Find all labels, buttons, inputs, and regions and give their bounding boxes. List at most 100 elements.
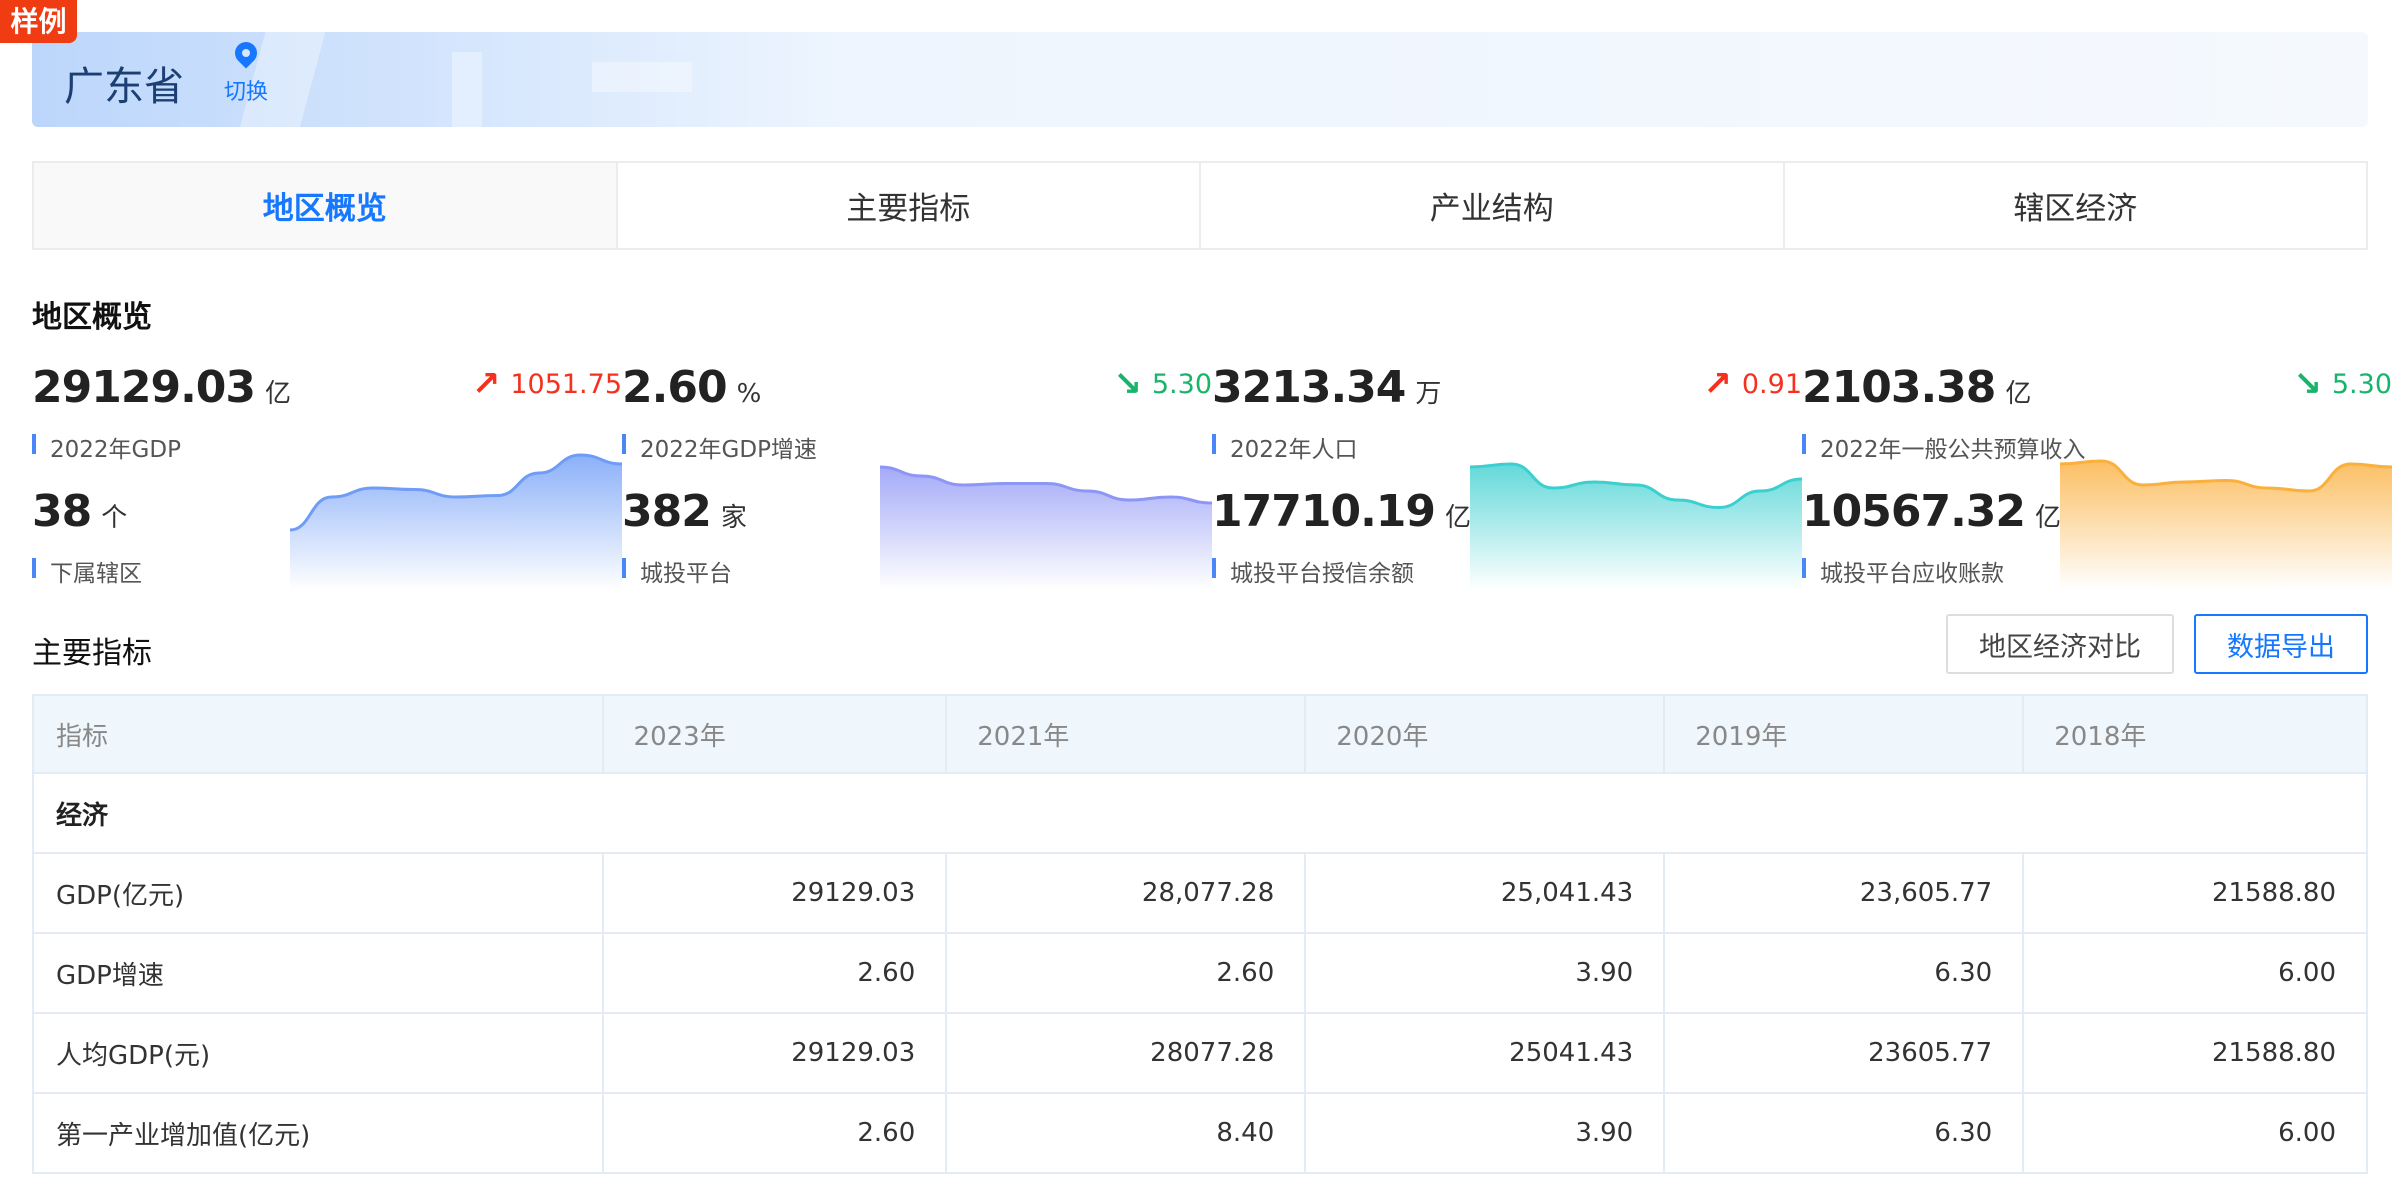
- metric-label: 2022年人口: [1212, 430, 1358, 464]
- tab-industry-structure[interactable]: 产业结构: [1199, 163, 1783, 248]
- metric-value-number: 38: [32, 486, 92, 537]
- indicator-name: GDP增速: [32, 932, 604, 1014]
- metric-value: 3213.34 万: [1212, 362, 1441, 413]
- sample-badge: 样例: [0, 0, 77, 43]
- metric-unit: 亿: [2005, 379, 2031, 409]
- tab-bar: 地区概览 主要指标 产业结构 辖区经济: [32, 161, 2368, 250]
- indicator-name: 人均GDP(元): [32, 1012, 604, 1094]
- metric-card: 2.60% ↘ 5.30 2022年GDP增速 382 家 城投平台: [622, 350, 1212, 590]
- metric-unit: 万: [1415, 379, 1441, 409]
- indicator-value: 29129.03: [601, 1012, 948, 1094]
- metric-value-number: 29129.03: [32, 362, 256, 413]
- metric-label: 2022年GDP: [32, 430, 181, 464]
- column-header: 2023年: [601, 694, 948, 774]
- region-compare-button[interactable]: 地区经济对比: [1946, 614, 2174, 674]
- export-data-button[interactable]: 数据导出: [2194, 614, 2368, 674]
- switch-region-button[interactable]: 切换: [216, 37, 276, 106]
- table-row: 第一产业增加值(亿元) 2.60 8.40 3.90 6.30 6.00: [32, 1092, 2368, 1174]
- metric-value-number: 2.60: [622, 362, 728, 413]
- indicator-value: 21588.80: [2022, 1012, 2368, 1094]
- metric-value-number: 17710.19: [1212, 486, 1436, 537]
- column-header: 2020年: [1304, 694, 1666, 774]
- metric-unit: 亿: [265, 379, 291, 409]
- column-header: 2019年: [1663, 694, 2025, 774]
- group-label: 经济: [32, 772, 2368, 854]
- metric-value: 2.60%: [622, 362, 762, 413]
- indicator-value: 6.00: [2022, 932, 2368, 1014]
- indicator-value: 2.60: [945, 932, 1307, 1014]
- indicator-value: 21588.80: [2022, 852, 2368, 934]
- column-header: 2021年: [945, 694, 1307, 774]
- sparkline-line: [880, 465, 1212, 505]
- tab-overview[interactable]: 地区概览: [34, 163, 616, 248]
- trend-sparkline: [880, 465, 1212, 590]
- region-banner: 广东省 切换: [32, 32, 2368, 127]
- sparkline-line: [1470, 462, 1802, 510]
- metric-value-secondary: 38 个: [32, 486, 127, 537]
- indicator-value: 28077.28: [945, 1012, 1307, 1094]
- arrow-down-icon: ↘: [1113, 364, 1142, 404]
- metric-unit: %: [736, 379, 762, 409]
- indicator-value: 6.30: [1663, 932, 2025, 1014]
- indicator-value: 29129.03: [601, 852, 948, 934]
- metric-change: ↘ 5.30: [2293, 364, 2392, 404]
- indicator-value: 2.60: [601, 932, 948, 1014]
- metric-card: 29129.03 亿 ↗ 1051.75 2022年GDP 38 个 下属辖区: [32, 350, 622, 590]
- indicator-value: 28,077.28: [945, 852, 1307, 934]
- indicator-value: 23605.77: [1663, 1012, 2025, 1094]
- sparkline-area: [2060, 461, 2392, 590]
- indicator-name: GDP(亿元): [32, 852, 604, 934]
- overview-title: 地区概览: [32, 300, 152, 335]
- indicators-table: 指标 2023年 2021年 2020年 2019年 2018年 经济 GDP(…: [32, 694, 2368, 1174]
- metric-unit: 个: [101, 503, 127, 533]
- table-header-row: 指标 2023年 2021年 2020年 2019年 2018年: [32, 694, 2368, 774]
- metric-label-secondary: 城投平台应收账款: [1802, 554, 2004, 588]
- switch-label: 切换: [223, 80, 268, 105]
- metric-unit: 家: [720, 503, 747, 533]
- metric-card: 3213.34 万 ↗ 0.91 2022年人口 17710.19 亿 城投平台授信余…: [1212, 350, 1802, 590]
- metric-change-value: 5.30: [1151, 368, 1212, 400]
- metric-unit: 亿: [2035, 503, 2061, 533]
- metric-value-number: 382: [622, 486, 712, 537]
- indicator-value: 3.90: [1304, 1092, 1666, 1174]
- indicator-value: 6.00: [2022, 1092, 2368, 1174]
- metric-value: 29129.03 亿: [32, 362, 291, 413]
- trend-sparkline: [1470, 462, 1802, 590]
- metric-label: 2022年一般公共预算收入: [1802, 430, 2086, 464]
- metric-label-secondary: 城投平台: [622, 554, 732, 588]
- trend-sparkline: [290, 453, 622, 590]
- metric-value-secondary: 382 家: [622, 486, 747, 537]
- metric-label-secondary: 下属辖区: [32, 554, 142, 588]
- arrow-up-icon: ↗: [471, 364, 501, 404]
- sparkline-line: [2060, 459, 2392, 493]
- group-row: 经济: [32, 772, 2368, 854]
- arrow-down-icon: ↘: [2293, 364, 2322, 404]
- metric-change: ↘ 5.30: [1113, 364, 1212, 404]
- sparkline-line: [290, 453, 622, 532]
- table-row: GDP增速 2.60 2.60 3.90 6.30 6.00: [32, 932, 2368, 1014]
- indicators-title: 主要指标: [32, 636, 152, 671]
- metric-change-value: 0.91: [1741, 368, 1802, 400]
- indicator-value: 23,605.77: [1663, 852, 2025, 934]
- sparkline-area: [1470, 464, 1802, 590]
- sparkline-area: [290, 455, 622, 590]
- trend-sparkline: [2060, 459, 2392, 590]
- tab-district-economy[interactable]: 辖区经济: [1782, 163, 2367, 248]
- sparkline-area: [880, 467, 1212, 590]
- indicator-value: 25,041.43: [1304, 852, 1666, 934]
- column-header: 2018年: [2022, 694, 2368, 774]
- column-header: 指标: [32, 694, 604, 774]
- indicator-value: 3.90: [1304, 932, 1666, 1014]
- table-row: 人均GDP(元) 29129.03 28077.28 25041.43 23605.77…: [32, 1012, 2368, 1094]
- tab-main-indicators[interactable]: 主要指标: [615, 163, 1200, 248]
- indicator-value: 2.60: [601, 1092, 948, 1174]
- indicator-value: 25041.43: [1304, 1012, 1666, 1094]
- metric-change: ↗ 1051.75: [472, 364, 622, 404]
- metric-value-number: 10567.32: [1802, 486, 2026, 537]
- metric-card: 2103.38 亿 ↘ 5.30 2022年一般公共预算收入 10567.32 亿 城…: [1802, 350, 2392, 590]
- metric-change-value: 1051.75: [510, 368, 622, 400]
- indicator-name: 第一产业增加值(亿元): [32, 1092, 604, 1174]
- arrow-up-icon: ↗: [1703, 364, 1732, 404]
- metric-value-secondary: 17710.19 亿: [1212, 486, 1471, 537]
- province-name: 广东省: [64, 64, 184, 110]
